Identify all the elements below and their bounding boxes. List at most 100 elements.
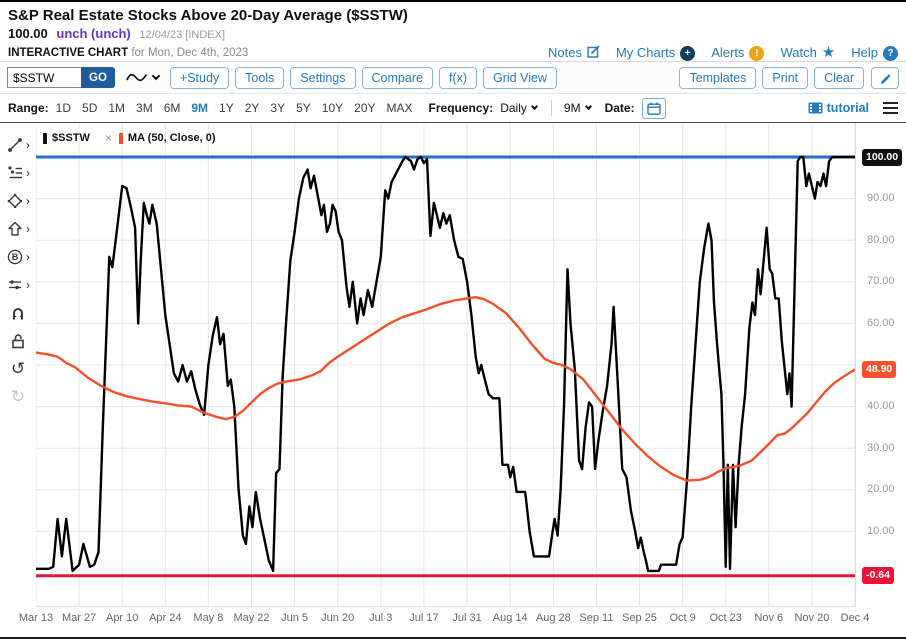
calendar-button[interactable] xyxy=(641,97,666,119)
symbol-input[interactable] xyxy=(7,67,81,88)
x-axis-label: Jul 3 xyxy=(369,612,393,624)
redo-icon[interactable]: ↻ xyxy=(10,387,26,406)
range-1y[interactable]: 1Y xyxy=(219,101,234,115)
x-axis-label: May 8 xyxy=(193,612,224,624)
y-axis-label: 20.00 xyxy=(867,483,895,496)
x-axis-label: Oct 23 xyxy=(709,612,742,624)
compare-button[interactable]: Compare xyxy=(361,66,433,89)
range-max[interactable]: MAX xyxy=(386,101,413,115)
levels-tool-icon[interactable]: › xyxy=(6,275,30,294)
y-axis-label: 30.00 xyxy=(867,441,895,454)
plot-svg xyxy=(36,123,855,607)
toolbar-buttons-left: +Study Tools Settings Compare f(x) Grid View xyxy=(169,66,557,89)
menu-icon[interactable] xyxy=(883,101,898,115)
header-link-my-charts[interactable]: My Charts + xyxy=(616,44,696,61)
x-axis-label: Jul 17 xyxy=(409,612,439,624)
f-x--button[interactable]: f(x) xyxy=(438,66,477,89)
remove-overlay-icon[interactable]: × xyxy=(104,131,112,145)
magnet-tool-icon[interactable] xyxy=(9,303,27,322)
svg-text:B: B xyxy=(12,252,19,262)
x-axis-label: Dec 4 xyxy=(840,612,870,624)
x-axis: Mar 13 Mar 27 Apr 10 Apr 24 May 8 May 22 Jun 5… xyxy=(19,607,870,629)
price-badge: -0.64 xyxy=(862,567,894,585)
range-9m[interactable]: 9M xyxy=(191,101,209,115)
range-5y[interactable]: 5Y xyxy=(296,101,311,115)
range-6m[interactable]: 6M xyxy=(163,101,181,115)
chart-module: › › › › B › › ↺ ↻ $SSTW × MA ( xyxy=(0,123,906,629)
chart-legend: $SSTW × MA (50, Close, 0) xyxy=(43,131,216,145)
y-axis-label: 10.00 xyxy=(867,524,895,537)
range-3y[interactable]: 3Y xyxy=(270,101,286,115)
x-axis-label: Mar 27 xyxy=(61,612,97,624)
settings-button[interactable]: Settings xyxy=(290,66,356,89)
x-axis-label: Apr 10 xyxy=(105,612,139,624)
x-axis-label: Nov 6 xyxy=(754,612,784,624)
header-link-notes[interactable]: Notes xyxy=(548,44,600,61)
calendar-icon xyxy=(646,102,661,115)
y-axis-label: 40.00 xyxy=(867,400,895,413)
x-axis-label: Sep 11 xyxy=(579,612,614,624)
header-link-watch[interactable]: Watch ★ xyxy=(780,44,836,61)
x-axis-label: Jun 20 xyxy=(321,612,355,624)
tutorial-link[interactable]: tutorial xyxy=(808,101,869,115)
chart-style-dropdown[interactable] xyxy=(126,71,161,84)
-study-button[interactable]: +Study xyxy=(169,66,230,89)
fibonacci-tool-icon[interactable]: › xyxy=(6,163,30,182)
range-3m[interactable]: 3M xyxy=(136,101,153,115)
divider xyxy=(550,100,552,116)
chart-date: for Mon, Dec 4th, 2023 xyxy=(131,46,249,59)
x-axis-label: Sep 25 xyxy=(622,612,657,624)
arrow-tool-icon[interactable]: › xyxy=(6,219,30,238)
range-1m[interactable]: 1M xyxy=(108,101,126,115)
x-axis-label: Aug 28 xyxy=(535,612,571,624)
grid-view-button[interactable]: Grid View xyxy=(483,66,557,89)
header-link-alerts[interactable]: Alerts! xyxy=(711,44,765,61)
x-axis-label: Apr 24 xyxy=(149,612,182,624)
range-1d[interactable]: 1D xyxy=(55,101,72,115)
templates-button[interactable]: Templates xyxy=(679,66,757,89)
tutorial-label: tutorial xyxy=(826,101,869,115)
legend-ma: MA (50, Close, 0) xyxy=(127,132,216,144)
chevron-down-icon xyxy=(530,102,538,111)
chart-plot[interactable]: $SSTW × MA (50, Close, 0) xyxy=(36,123,855,607)
symbol-entry: GO xyxy=(7,67,115,88)
tools-button[interactable]: Tools xyxy=(235,66,285,89)
print-button[interactable]: Print xyxy=(762,66,809,89)
undo-icon[interactable]: ↺ xyxy=(10,359,26,378)
range-bar: Range: 1D 5D 1M 3M 6M 9M 1Y 2Y 3Y 5Y 10Y 20Y MAX Fre… xyxy=(0,94,906,123)
shapes-tool-icon[interactable]: › xyxy=(6,191,30,210)
range-2y[interactable]: 2Y xyxy=(244,101,260,115)
frequency-dropdown[interactable]: Daily xyxy=(500,101,538,115)
quote-line: 100.00 unch (unch) 12/04/23 [INDEX] xyxy=(8,26,898,41)
interactive-chart-label: INTERACTIVE CHART xyxy=(8,46,129,59)
toolbar-buttons-right: Templates Print Clear xyxy=(679,66,864,89)
x-axis-label: Mar 13 xyxy=(18,612,54,624)
text-tool-icon[interactable]: B › xyxy=(6,247,30,266)
annotate-button[interactable] xyxy=(871,66,899,89)
range-10y[interactable]: 10Y xyxy=(321,101,344,115)
y-axis: 90.00 80.00 70.00 60.00 40.00 30.00 20.00 10.00… xyxy=(855,123,906,607)
chevron-down-icon xyxy=(584,102,592,111)
trendline-tool-icon[interactable]: › xyxy=(6,135,30,154)
header-link-help[interactable]: Help? xyxy=(851,44,898,61)
x-axis-label: Oct 9 xyxy=(669,612,696,624)
period-dropdown[interactable]: 9M xyxy=(563,101,592,115)
y-axis-label: 80.00 xyxy=(867,233,895,246)
period-value: 9M xyxy=(563,101,581,115)
star-icon: ★ xyxy=(821,44,836,61)
range-5d[interactable]: 5D xyxy=(82,101,98,115)
range-20y[interactable]: 20Y xyxy=(354,101,376,115)
clear-button[interactable]: Clear xyxy=(814,66,864,89)
annotation-tools: › › › › B › › ↺ ↻ xyxy=(0,123,36,607)
bottom-border xyxy=(0,637,906,639)
price-badge: 100.00 xyxy=(862,148,903,166)
line-chart-icon xyxy=(126,73,148,82)
frequency-value: Daily xyxy=(500,101,527,115)
plus-circle-icon: + xyxy=(680,44,696,61)
chevron-down-icon xyxy=(151,71,161,81)
pencil-icon xyxy=(881,73,891,84)
legend-symbol: $SSTW xyxy=(52,132,90,144)
unlock-tool-icon[interactable] xyxy=(9,331,27,350)
date-label: Date: xyxy=(604,101,635,115)
go-button[interactable]: GO xyxy=(81,67,115,88)
